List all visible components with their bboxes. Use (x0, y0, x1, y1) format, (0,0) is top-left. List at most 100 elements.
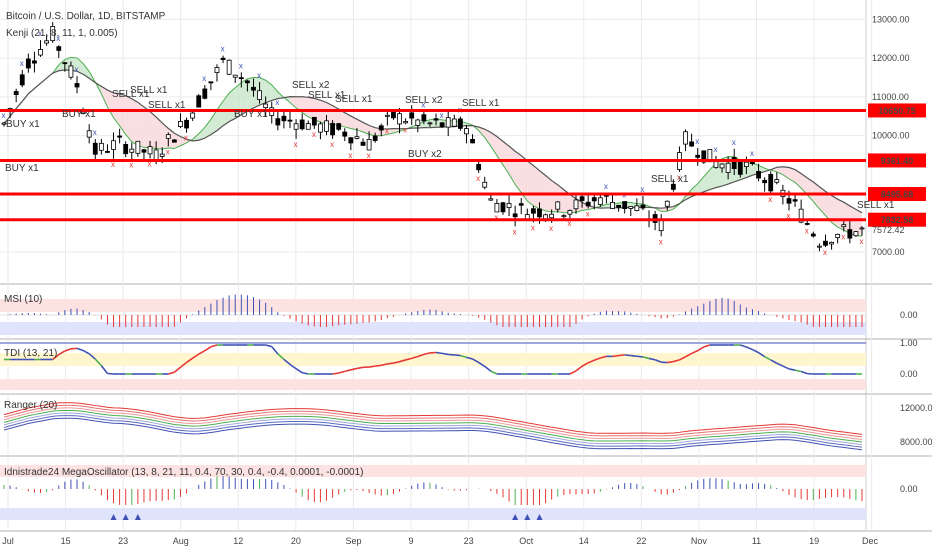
candle-body (737, 161, 743, 175)
tdi-line-segment (411, 355, 419, 360)
candle-body (628, 206, 634, 209)
kenji-cloud (509, 146, 516, 185)
tdi-line-segment (630, 354, 637, 358)
candle-body (579, 196, 585, 201)
tdi-line-segment (186, 357, 194, 364)
tdi-line-segment (770, 359, 778, 364)
candle-body (293, 123, 299, 130)
candle-body (135, 140, 141, 154)
tdi-line-segment (654, 359, 662, 363)
candle-body (591, 197, 597, 202)
candle-body (342, 131, 348, 137)
candle-body (165, 134, 171, 139)
candle-body (701, 150, 707, 163)
signal-x-marker: x (494, 213, 498, 222)
tdi-line-segment (393, 360, 400, 364)
candle-body (531, 208, 536, 214)
kenji-cloud (533, 165, 540, 209)
tdi-line-segment (301, 371, 309, 375)
candle-body (439, 122, 445, 128)
tdi-line-segment (198, 349, 206, 355)
sell-signal-label: SELL x1 (651, 174, 689, 185)
msi-title: MSI (10) (4, 294, 42, 305)
tdi-line-segment (703, 344, 711, 348)
candle-body (409, 112, 415, 119)
candle-body (445, 117, 451, 128)
kenji-cloud (788, 167, 796, 183)
tdi-line-segment (636, 355, 644, 358)
tdi-line-segment (210, 344, 218, 348)
candle-body (360, 141, 366, 146)
sell-signal-label: SELL x1 (112, 89, 150, 100)
buy-signal-label: BUY x1 (5, 163, 39, 174)
kenji-cloud (210, 109, 217, 135)
candle-body (311, 116, 317, 126)
tdi-line-segment (697, 346, 705, 352)
kenji-cloud (423, 119, 430, 128)
mega-buy-triangle (524, 514, 531, 520)
tdi-line-segment (375, 364, 382, 367)
level-value-label: 8495.68 (881, 190, 914, 200)
signal-x-marker: x (604, 182, 608, 191)
tdi-line-segment (417, 353, 425, 358)
candle-body (537, 208, 542, 218)
signal-x-marker: x (20, 59, 24, 68)
x-tick-label: 11 (752, 536, 761, 546)
tdi-line-segment (76, 347, 84, 352)
kenji-cloud (478, 127, 485, 138)
signal-x-marker: x (768, 195, 772, 204)
tdi-line-segment (612, 354, 619, 358)
tdi-line-segment (581, 362, 589, 367)
price-tick-label: 12000.00 (872, 53, 910, 63)
sell-signal-label: SELL x1 (857, 200, 895, 211)
candle-body (719, 163, 725, 169)
candle-body (305, 123, 311, 130)
tdi-line-segment (740, 344, 747, 348)
signal-x-marker: x (221, 45, 225, 54)
kenji-cloud (204, 119, 211, 139)
x-tick-label: Nov (691, 536, 708, 546)
kenji-cloud (855, 209, 862, 237)
tdi-line-segment (454, 354, 461, 357)
candle-body (476, 164, 482, 171)
x-tick-label: 23 (118, 536, 128, 546)
candle-body (184, 119, 189, 129)
candle-body (32, 60, 37, 64)
price-axis-bg (866, 0, 932, 550)
candle-body (756, 171, 761, 179)
kenji-cloud (137, 102, 144, 148)
candle-body (275, 118, 281, 126)
kenji-cloud (125, 95, 132, 142)
sell-signal-label: SELL x1 (335, 94, 373, 105)
tdi-tick-label-bottom: 0.00 (900, 369, 918, 379)
kenji-label: Kenji (21, 8, 11, 1, 0.005) (6, 28, 118, 39)
signal-x-marker: x (567, 219, 571, 228)
signal-x-marker: x (841, 233, 845, 242)
tdi-line-segment (399, 359, 406, 363)
x-tick-label: 20 (291, 536, 301, 546)
level-badge (868, 103, 926, 118)
candle-body (13, 91, 19, 95)
x-tick-label: Dec (862, 536, 879, 546)
level-value-label: 7832.58 (881, 215, 914, 225)
ranger-band-line (3, 407, 863, 440)
candle-body (391, 110, 396, 119)
tdi-lower-zone (0, 379, 866, 390)
tdi-line-segment (490, 370, 498, 375)
candle-body (1, 122, 7, 125)
mega-buy-triangle (134, 514, 141, 520)
chart-title: Bitcoin / U.S. Dollar, 1D, BITSTAMP (6, 11, 166, 22)
tdi-line-segment (173, 366, 181, 373)
mega-upper-zone (0, 465, 866, 477)
tdi-line-segment (277, 353, 285, 360)
candle-body (129, 148, 135, 153)
signal-x-marker: x (257, 71, 261, 80)
signal-x-marker: x (330, 140, 334, 149)
candle-body (792, 199, 798, 202)
candle-body (324, 120, 329, 132)
signal-x-marker: x (823, 248, 827, 257)
tdi-line-segment (800, 370, 808, 375)
tdi-line-segment (52, 353, 60, 361)
buy-signal-label: BUY x1 (6, 119, 40, 130)
tdi-line-segment (788, 368, 796, 371)
